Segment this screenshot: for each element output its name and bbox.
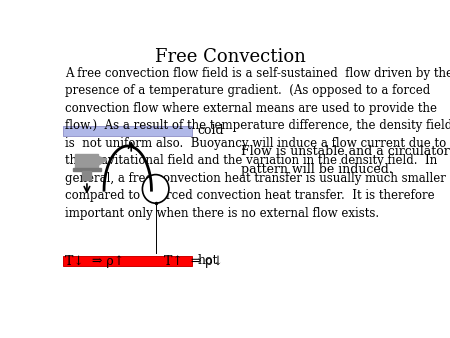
Text: hot: hot [198, 254, 218, 267]
Polygon shape [76, 154, 98, 168]
Bar [63, 126, 192, 136]
Ellipse shape [142, 175, 169, 203]
Polygon shape [98, 156, 107, 166]
Text: T↓  ⇒ ρ↑: T↓ ⇒ ρ↑ [65, 255, 124, 268]
Text: A free convection flow field is a self-sustained  flow driven by the
presence of: A free convection flow field is a self-s… [65, 67, 450, 220]
Text: Flow is unstable and a circulatory
pattern will be induced.: Flow is unstable and a circulatory patte… [241, 145, 450, 176]
Text: cold: cold [198, 124, 224, 137]
Text: T↑  ⇒ ρ↓: T↑ ⇒ ρ↓ [164, 255, 224, 268]
Bar [63, 256, 192, 266]
Polygon shape [82, 171, 91, 180]
Text: Free Convection: Free Convection [155, 48, 306, 66]
Polygon shape [73, 168, 100, 171]
